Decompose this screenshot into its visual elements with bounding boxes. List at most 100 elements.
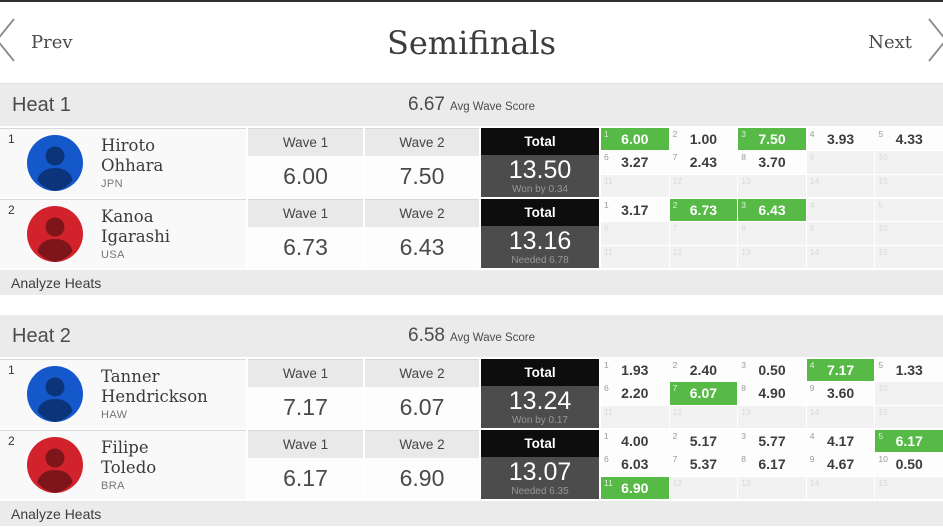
wave-cell-score: 0.50 — [758, 362, 786, 379]
wave-cell: 14 — [806, 245, 875, 268]
wave-cell-score: 6.07 — [689, 385, 718, 402]
surfer-row: 2 Filipe Toledo BRA Wave 1 6.17 Wave 2 6.90 Tota… — [0, 430, 943, 499]
wave-grid: 1 3.17 2 6.73 3 6.43 4 5 6 7 8 9 10 11 12 13 14 15 — [601, 199, 943, 268]
wave-cell: 3 7.50 — [738, 128, 806, 151]
wave-number: 7 — [672, 383, 678, 394]
wave-number: 12 — [672, 406, 683, 417]
heat-title: Heat 2 — [12, 324, 71, 347]
total-note: Won by 0.34 — [512, 184, 568, 195]
wave-cell: 12 — [669, 174, 738, 197]
wave-cell-score: 6.17 — [895, 433, 923, 450]
wave-number: 15 — [878, 406, 888, 417]
wave-column-header: Wave 1 — [248, 200, 363, 227]
surfer-info[interactable]: 1 Hiroto Ohhara JPN — [0, 128, 246, 197]
wave-score-column: Wave 2 6.43 — [365, 199, 479, 268]
wave-cell-score: 3.27 — [621, 154, 649, 171]
surfer-last-name: Igarashi — [101, 227, 171, 246]
total-score: 13.50 — [508, 156, 572, 184]
round-nav: Prev Semifinals Next — [0, 2, 943, 84]
total-column: Total 13.07 Needed 6.35 — [481, 430, 599, 499]
wave-number: 15 — [878, 246, 888, 257]
wave-cell: 5 4.33 — [875, 128, 943, 151]
surfer-info[interactable]: 2 Filipe Toledo BRA — [0, 430, 246, 499]
wave-number: 12 — [672, 175, 683, 186]
surfer-avatar — [27, 135, 83, 191]
wave-cell: 5 6.17 — [875, 430, 943, 453]
wave-number: 4 — [809, 200, 815, 210]
wave-cell-score: 4.33 — [895, 131, 923, 148]
wave-number: 2 — [672, 360, 678, 370]
wave-cell: 11 — [601, 405, 669, 428]
total-note: Needed 6.35 — [511, 486, 569, 497]
wave-cell: 14 — [806, 476, 875, 499]
wave-cell-score: 5.77 — [758, 433, 786, 450]
wave-number: 11 — [604, 175, 613, 186]
wave-cell-score: 4.90 — [758, 385, 786, 402]
total-column: Total 13.16 Needed 6.78 — [481, 199, 599, 268]
wave-score-column: Wave 1 6.73 — [248, 199, 363, 268]
rank-number: 1 — [8, 132, 15, 146]
wave-score-column: Wave 1 6.00 — [248, 128, 363, 197]
wave-column-header: Wave 2 — [365, 200, 479, 227]
wave-cell-score: 6.90 — [621, 479, 649, 496]
surfer-avatar — [27, 206, 83, 262]
total-header: Total — [481, 199, 599, 226]
wave-grid: 1 1.93 2 2.40 3 0.50 4 7.17 5 1.33 6 2.20 7 6.07 8 4.90… — [601, 359, 943, 428]
wave-number: 1 — [604, 360, 609, 370]
wave-cell: 5 1.33 — [875, 359, 943, 382]
total-body: 13.50 Won by 0.34 — [481, 155, 599, 197]
wave-cell: 3 5.77 — [738, 430, 806, 453]
wave-number: 4 — [809, 129, 815, 139]
surfer-info[interactable]: 1 Tanner Hendrickson HAW — [0, 359, 246, 428]
wave-number: 4 — [809, 360, 815, 370]
wave-number: 11 — [604, 246, 613, 257]
wave-cell: 6 6.03 — [601, 453, 669, 476]
avg-wave-score: 6.67 Avg Wave Score — [0, 94, 943, 116]
analyze-heats-link[interactable]: Analyze Heats — [0, 501, 943, 526]
wave-cell-score: 3.17 — [621, 202, 649, 219]
analyze-heats-link[interactable]: Analyze Heats — [0, 270, 943, 295]
total-score: 13.24 — [508, 387, 572, 415]
wave-cell-score: 7.17 — [826, 362, 855, 379]
next-round-button[interactable]: Next — [868, 16, 943, 69]
total-header: Total — [481, 430, 599, 457]
wave-number: 3 — [741, 431, 746, 441]
next-label: Next — [868, 32, 912, 53]
surfer-last-name: Ohhara — [101, 156, 164, 175]
wave-number: 3 — [741, 129, 746, 139]
wave-number: 13 — [741, 477, 751, 488]
wave-cell: 6 — [601, 222, 669, 245]
avg-wave-score: 6.58 Avg Wave Score — [0, 325, 943, 347]
wave-cell: 10 0.50 — [875, 453, 943, 476]
wave-cell: 7 2.43 — [669, 151, 738, 174]
heat-header: Heat 1 6.67 Avg Wave Score — [0, 84, 943, 126]
wave-number: 2 — [672, 200, 678, 210]
wave-cell: 3 0.50 — [738, 359, 806, 382]
wave-cell: 15 — [875, 476, 943, 499]
surfer-row: 1 Hiroto Ohhara JPN Wave 1 6.00 Wave 2 7.50 Tota… — [0, 128, 943, 197]
surfer-first-name: Hiroto — [101, 136, 156, 155]
wave-cell: 15 — [875, 245, 943, 268]
heat-header: Heat 2 6.58 Avg Wave Score — [0, 315, 943, 357]
wave-number: 14 — [809, 477, 820, 488]
wave-cell: 13 — [738, 476, 806, 499]
chevron-left-icon — [0, 16, 17, 69]
prev-round-button[interactable]: Prev — [0, 16, 73, 69]
wave-cell: 11 — [601, 245, 669, 268]
rank-number: 2 — [8, 434, 15, 448]
wave-cell-score: 2.20 — [621, 385, 649, 402]
wave-cell: 8 4.90 — [738, 382, 806, 405]
wave-number: 8 — [741, 383, 746, 394]
wave-cell: 1 6.00 — [601, 128, 669, 151]
wave-number: 5 — [878, 431, 884, 441]
wave-score-value: 6.90 — [365, 458, 479, 499]
wave-number: 1 — [604, 431, 609, 441]
wave-cell-score: 3.93 — [826, 131, 855, 148]
wave-column-header: Wave 1 — [248, 431, 363, 458]
wave-number: 8 — [741, 454, 746, 465]
wave-number: 8 — [741, 152, 746, 163]
wave-cell-score: 7.50 — [758, 131, 786, 148]
wave-grid: 1 6.00 2 1.00 3 7.50 4 3.93 5 4.33 6 3.27 7 2.43 8 3.70… — [601, 128, 943, 197]
surfer-info[interactable]: 2 Kanoa Igarashi USA — [0, 199, 246, 268]
surfer-country: BRA — [101, 480, 125, 492]
